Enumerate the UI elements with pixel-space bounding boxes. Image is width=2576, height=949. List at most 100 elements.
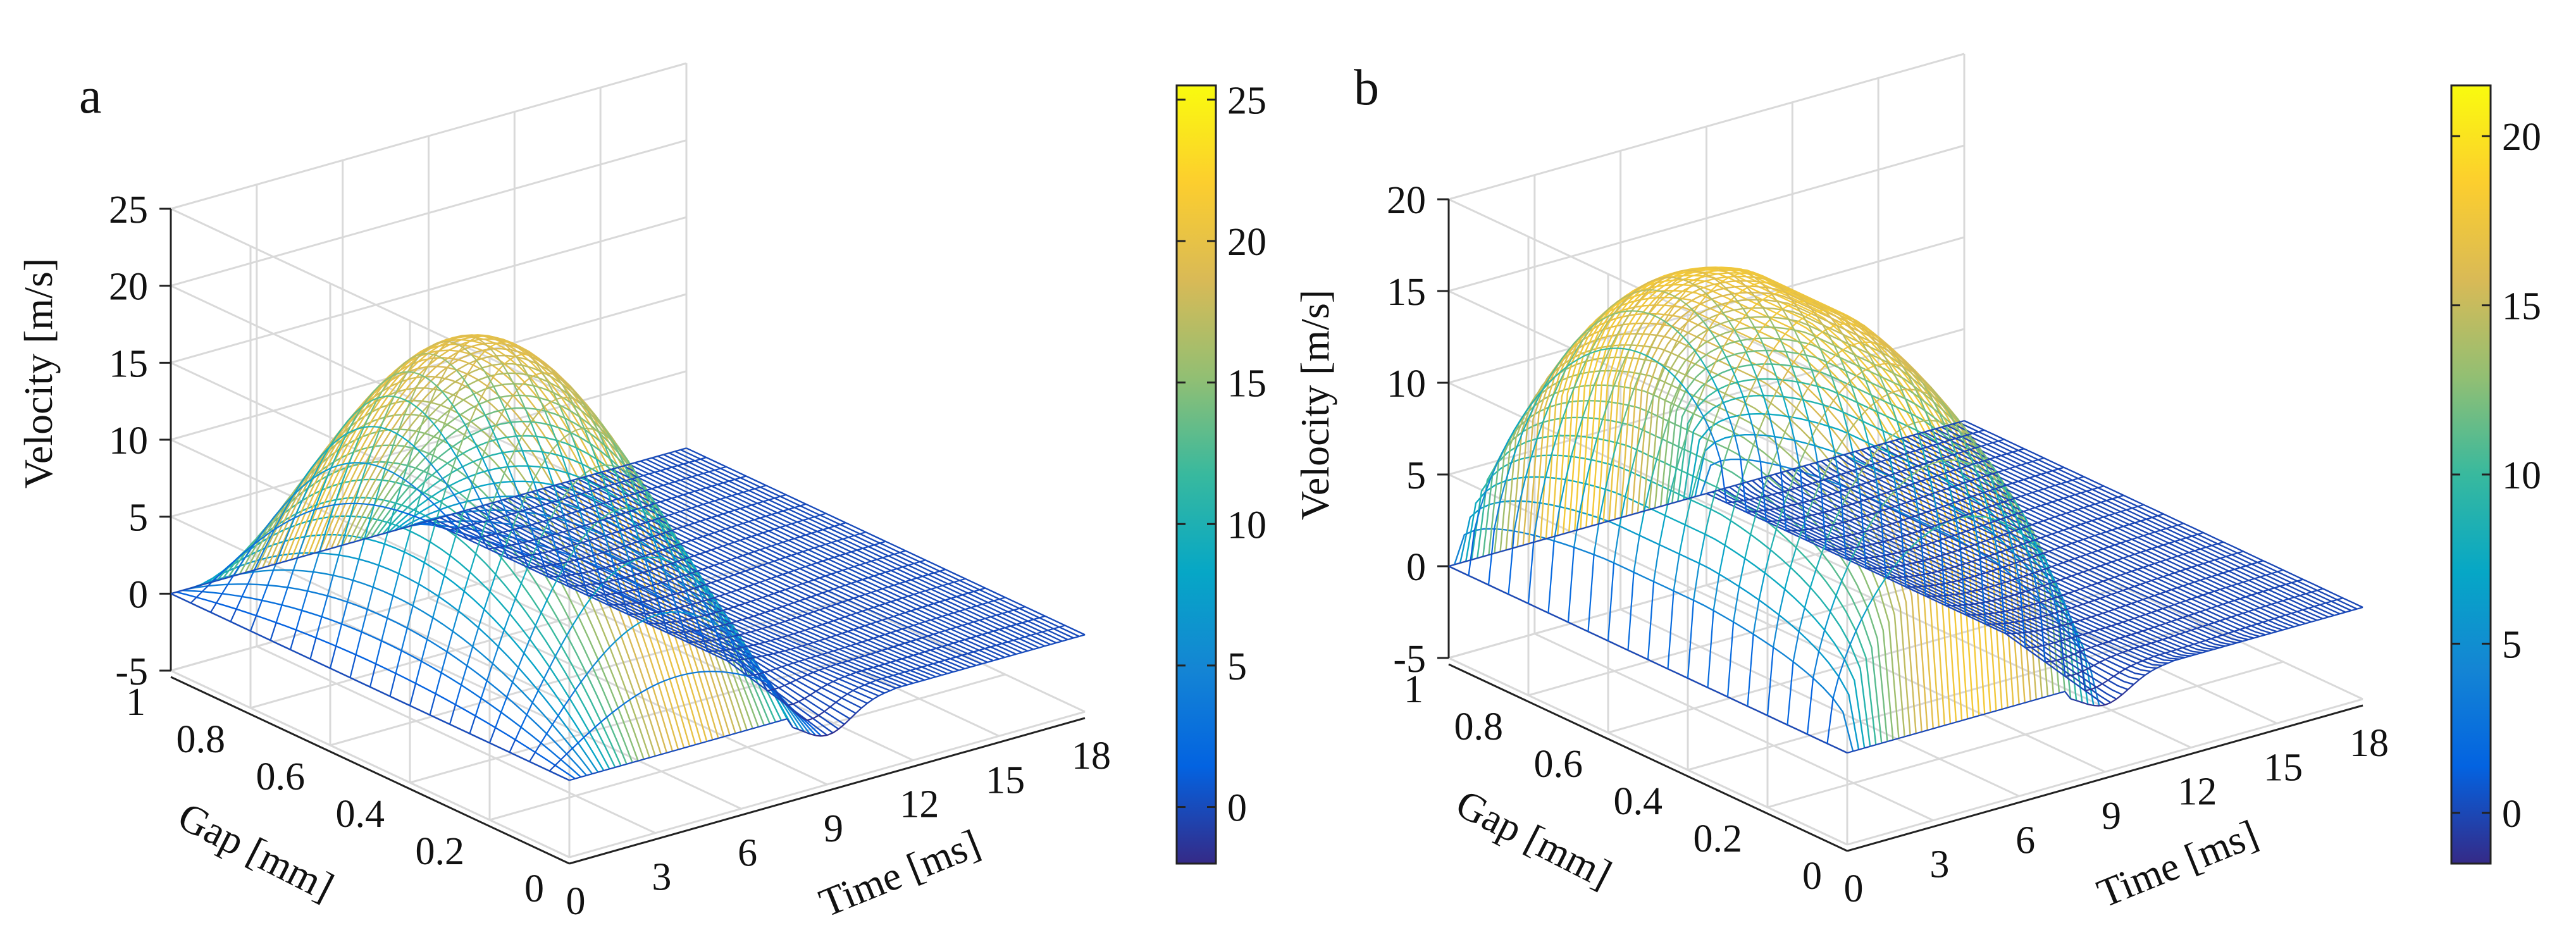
surface-line xyxy=(2128,617,2134,621)
surface-line xyxy=(370,397,377,402)
surface-line xyxy=(801,716,808,721)
surface-line xyxy=(1822,328,1829,333)
surface-line xyxy=(2126,507,2133,511)
surface-line xyxy=(1989,520,1995,524)
surface-line xyxy=(1889,473,1896,476)
surface-line xyxy=(764,640,771,643)
surface-line xyxy=(910,577,917,581)
surface-line xyxy=(761,679,767,683)
surface-line xyxy=(364,400,371,406)
surface-line xyxy=(794,536,800,540)
surface-line xyxy=(1979,467,1986,473)
surface-line xyxy=(947,671,954,674)
surface-line xyxy=(750,656,757,659)
surface-line xyxy=(788,538,795,542)
surface-line xyxy=(2200,546,2207,550)
surface-line xyxy=(1674,270,1681,274)
surface-line xyxy=(1533,394,1541,406)
surface-line xyxy=(1819,305,1826,313)
surface-line xyxy=(988,630,994,634)
surface-line xyxy=(683,492,690,496)
surface-line xyxy=(993,598,1000,602)
surface-line xyxy=(700,457,707,460)
surface-line xyxy=(876,650,882,654)
surface-line xyxy=(2026,492,2033,495)
surface-line xyxy=(646,685,653,690)
surface-line xyxy=(324,516,331,535)
surface-line xyxy=(2162,636,2169,640)
surface-line xyxy=(770,667,777,672)
surface-line xyxy=(2031,617,2038,620)
surface-line xyxy=(600,470,607,473)
surface-line xyxy=(2177,585,2184,589)
surface-line xyxy=(1897,519,1904,523)
surface-line xyxy=(421,473,428,492)
surface-line xyxy=(548,549,555,552)
surface-line xyxy=(408,513,415,517)
surface-line xyxy=(1870,336,1878,345)
surface-line xyxy=(2208,559,2215,563)
surface-line xyxy=(537,678,545,691)
surface-line xyxy=(1685,303,1693,310)
surface-line xyxy=(654,469,661,473)
surface-line xyxy=(625,510,632,514)
surface-line xyxy=(1914,545,1921,549)
surface-line xyxy=(744,674,750,678)
surface-line xyxy=(922,604,929,608)
surface-line xyxy=(2119,604,2126,609)
surface-line xyxy=(753,581,760,585)
grid-line xyxy=(1620,608,2020,797)
surface-line xyxy=(2211,605,2218,609)
surface-line xyxy=(2011,545,2018,549)
surface-line xyxy=(1957,578,1964,582)
surface-line xyxy=(657,454,664,457)
surface-line xyxy=(2060,481,2067,485)
surface-line xyxy=(2025,588,2032,592)
surface-line xyxy=(836,662,843,666)
surface-line xyxy=(1004,655,1011,659)
surface-line xyxy=(493,386,500,398)
surface-line xyxy=(1992,471,1998,475)
surface-line xyxy=(827,620,834,624)
surface-line xyxy=(1576,339,1584,349)
surface-line xyxy=(1700,492,1707,496)
surface-line xyxy=(604,445,611,460)
surface-line xyxy=(395,381,403,393)
surface-line xyxy=(1978,460,1985,464)
surface-line xyxy=(304,520,311,537)
surface-line xyxy=(831,540,838,543)
surface-line xyxy=(384,376,392,381)
surface-line xyxy=(735,650,743,664)
surface-line xyxy=(468,476,475,488)
surface-line xyxy=(1832,676,1840,699)
surface-line xyxy=(456,456,464,468)
surface-line xyxy=(506,395,514,405)
surface-line xyxy=(743,521,749,524)
surface-line xyxy=(318,454,326,466)
surface-line xyxy=(480,680,488,699)
surface-line xyxy=(299,512,306,516)
surface-line xyxy=(1904,734,1910,738)
surface-line xyxy=(2194,548,2201,552)
surface-line xyxy=(979,617,986,621)
surface-line xyxy=(1919,419,1925,423)
surface-line xyxy=(470,521,478,531)
surface-line xyxy=(724,625,731,639)
surface-line xyxy=(531,489,538,493)
surface-line xyxy=(717,545,723,549)
surface-line xyxy=(536,543,543,561)
surface-line xyxy=(513,481,521,497)
surface-line xyxy=(1869,514,1877,524)
surface-line xyxy=(681,673,688,676)
surface-line xyxy=(965,607,972,611)
surface-line xyxy=(2096,643,2103,647)
colorbar-tick-label: 15 xyxy=(2502,285,2541,328)
surface-line xyxy=(652,556,659,559)
surface-line xyxy=(1797,501,1804,505)
surface-line xyxy=(511,543,517,546)
surface-line xyxy=(1001,641,1008,645)
surface-line xyxy=(2006,451,2013,455)
x-tick-label: 0 xyxy=(1844,867,1864,910)
surface-line xyxy=(1645,355,1652,359)
surface-line xyxy=(617,564,625,570)
